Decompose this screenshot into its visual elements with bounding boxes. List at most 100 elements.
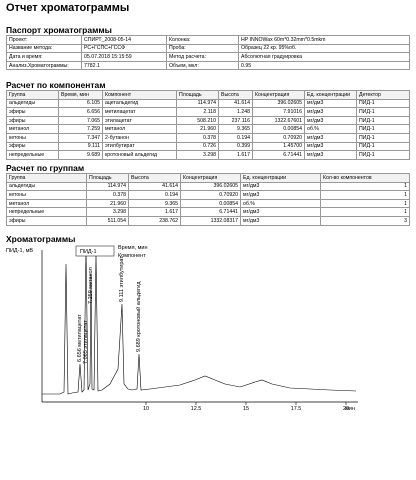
x-tick-label: 17.5 [291, 406, 302, 412]
table-row: альдегиды 114.974 41.614 396.02605 мг/дм3 1 [6, 181, 410, 192]
table-cell: метанол [102, 124, 177, 134]
table-cell: Дата и время: [6, 52, 82, 62]
table-cell: 41.614 [218, 98, 253, 109]
peak-label: 6.656 метилацетат [77, 314, 83, 362]
report-title: Отчет хроматограммы [6, 2, 130, 14]
table-cell: этилацетат [102, 115, 177, 126]
table-row: непредельные 9.689 кротоновый альдегид 3.29… [6, 150, 410, 160]
table-cell: 2.118 [176, 107, 219, 117]
table-row: альдегиды 6.105 ацетальдегид 114.974 41.614 3… [6, 98, 410, 109]
table-cell: 238.762 [128, 215, 181, 226]
table-cell: HP INNOWax 60m*0.32mm*0.5mkm [238, 35, 410, 45]
table-cell: кетоны [6, 132, 59, 143]
table-cell: ПИД-1 [356, 124, 410, 134]
table-cell: 1322.67601 [252, 115, 305, 126]
column-header: Площадь [176, 90, 219, 100]
table-cell: 396.02605 [180, 181, 241, 192]
section-heading: Расчет по группам [6, 163, 85, 173]
table-row: Анализ.Хроматограммы: 7782.1 Объем, мкл: 0.… [6, 60, 410, 71]
table-cell: 0.726 [176, 141, 219, 152]
peak-label: 9.689 кротоновый альдегид [135, 281, 142, 352]
table-cell: 0.70920 [252, 132, 305, 143]
table-cell: метилацетат [102, 107, 177, 117]
y-axis-label: ПИД-1, мВ [6, 248, 33, 254]
table-cell: 1.248 [218, 107, 253, 117]
table-cell: 396.02605 [252, 98, 305, 109]
table-cell: 0.00854 [180, 198, 241, 209]
table-cell: 6.71441 [180, 207, 241, 217]
table-cell: Образец 22 кр. 95%об. [238, 43, 410, 54]
table-cell: мг/дм3 [240, 190, 321, 200]
table-cell: ПИД-1 [356, 150, 410, 160]
table-cell: 21.960 [176, 124, 219, 134]
table-cell: 3.298 [86, 207, 129, 217]
table-cell: мг/дм3 [304, 150, 357, 160]
table-cell: 0.378 [86, 190, 129, 200]
table-cell: 7.347 [58, 132, 103, 143]
x-tick-label: 12.5 [191, 406, 202, 412]
table-cell: альдегиды [6, 181, 87, 192]
table-cell: Колонка: [166, 35, 239, 45]
table-cell: мг/дм3 [304, 141, 357, 152]
peak-label: 7.259 метанол [88, 267, 94, 304]
table-row: эфиры 7.065 этилацетат 508.210 237.116 1322.6… [6, 115, 410, 126]
table-cell: 1.45700 [252, 141, 305, 152]
column-header: Компонент [102, 90, 177, 100]
table-cell: 0.194 [218, 132, 253, 143]
table-cell: СПИРТ_2008-05-14 [81, 35, 167, 45]
x-unit: мин [345, 406, 355, 412]
legend-text: Компонент [118, 253, 146, 259]
x-tick-label: 10 [143, 406, 149, 412]
table-cell: ПИД-1 [356, 107, 410, 117]
column-header: Детектор [356, 90, 410, 100]
table-cell: 05.07.2018 15:15:59 [81, 52, 167, 62]
table-cell: ПИД-1 [356, 132, 410, 143]
table-cell: 237.116 [218, 115, 253, 126]
peak-label: 7.065 этилацетат [83, 320, 89, 364]
table-cell: 0.378 [176, 132, 219, 143]
table-row: Проект: СПИРТ_2008-05-14 Колонка: HP INNOWa… [6, 35, 410, 45]
table-cell: 9.111 [58, 141, 103, 152]
legend-box [75, 245, 115, 257]
table-cell: Объем, мкл: [166, 60, 239, 71]
table-cell: 0.95 [238, 60, 410, 71]
column-header: Площадь [86, 173, 129, 183]
table-cell: 0.00854 [252, 124, 305, 134]
section-heading: Хроматограммы [6, 234, 76, 244]
table-cell: ПИД-1 [356, 141, 410, 152]
table-cell: 1.617 [218, 150, 253, 160]
table-row: метанол 21.960 9.365 0.00854 об.% 1 [6, 198, 410, 209]
column-header: Концентрация [180, 173, 241, 183]
column-header: Ед. концентрации [240, 173, 321, 183]
x-tick-label: 20 [343, 406, 349, 412]
table-cell: 41.614 [128, 181, 181, 192]
table-row: Дата и время: 05.07.2018 15:15:59 Метод ра… [6, 52, 410, 62]
table-cell: 0.399 [218, 141, 253, 152]
table-cell: этилбутират [102, 141, 177, 152]
column-header: Кол-во компонентов [320, 173, 410, 183]
chromatogram-trace [42, 247, 357, 395]
detector-label: ПИД-1 [80, 249, 97, 255]
table-cell: 1 [320, 207, 410, 217]
table-cell: 3.298 [176, 150, 219, 160]
table-cell: мг/дм3 [240, 207, 321, 217]
table-cell: 2-бутанон [102, 132, 177, 143]
table-cell: 6.105 [58, 98, 103, 109]
chromatogram: ПИД-1, мВ ПИД-1 Время, мин Компонент мин… [6, 245, 358, 412]
table-cell: ПИД-1 [356, 115, 410, 126]
table-cell: эфиры [6, 215, 87, 226]
table-cell: 1.617 [128, 207, 181, 217]
table-cell: ацетальдегид [102, 98, 177, 109]
column-header: Группа [6, 90, 59, 100]
table-cell: 511.054 [86, 215, 129, 226]
table-cell: непредельные [6, 150, 59, 160]
table-row: эфиры 6.656 метилацетат 2.118 1.248 7.91016 мг… [6, 107, 410, 117]
components-table: Группа Время, мин Компонент Площадь Высота Ко… [6, 90, 410, 160]
table-cell: 9.365 [218, 124, 253, 134]
table-cell: Проект: [6, 35, 82, 45]
table-cell: 1 [320, 198, 410, 209]
passport-table: Проект: СПИРТ_2008-05-14 Колонка: HP INNOWa… [6, 35, 410, 71]
table-cell: непредельные [6, 207, 87, 217]
table-cell: 1 [320, 181, 410, 192]
